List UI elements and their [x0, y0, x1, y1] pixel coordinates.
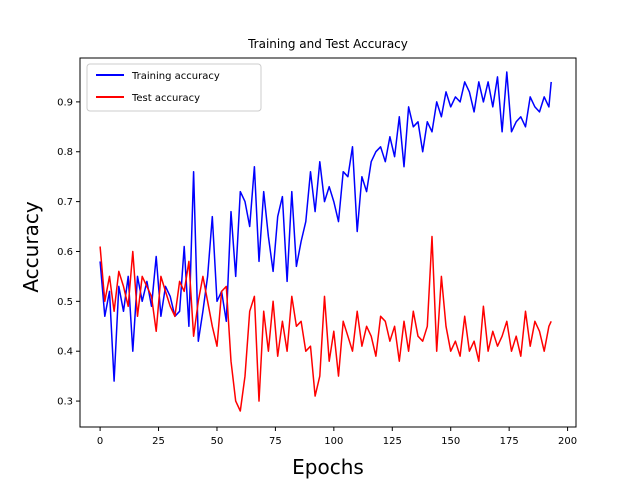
y-tick-label: 0.5: [57, 297, 73, 308]
x-axis-label: Epochs: [292, 455, 364, 479]
y-axis-ticks: 0.3 0.4 0.5 0.6 0.7 0.8 0.9: [57, 97, 80, 408]
legend-label-training: Training accuracy: [131, 71, 220, 82]
x-axis-ticks: 0 25 50 75 100 125 150 175 200: [97, 427, 577, 447]
plot-area: [79, 57, 577, 428]
y-tick-label: 0.3: [57, 397, 73, 408]
legend-label-test: Test accuracy: [131, 93, 200, 104]
series-layer: [99, 71, 552, 412]
x-tick-label: 200: [558, 436, 577, 447]
series-line-test: [99, 235, 552, 412]
x-tick-label: 0: [97, 436, 103, 447]
x-tick-label: 100: [324, 436, 343, 447]
legend-box: [86, 63, 262, 112]
x-tick-label: 125: [383, 436, 402, 447]
y-tick-label: 0.8: [57, 147, 73, 158]
x-tick-label: 175: [500, 436, 519, 447]
x-tick-label: 75: [269, 436, 282, 447]
x-tick-label: 25: [152, 436, 165, 447]
x-tick-label: 50: [211, 436, 224, 447]
y-tick-label: 0.9: [57, 97, 73, 108]
plot-frame: [79, 57, 577, 428]
y-tick-label: 0.6: [57, 247, 73, 258]
y-axis-label: Accuracy: [19, 201, 43, 292]
legend: Training accuracy Test accuracy: [86, 63, 262, 112]
y-tick-label: 0.7: [57, 197, 73, 208]
chart-title: Training and Test Accuracy: [247, 37, 408, 51]
y-tick-label: 0.4: [57, 347, 73, 358]
x-tick-label: 150: [441, 436, 460, 447]
